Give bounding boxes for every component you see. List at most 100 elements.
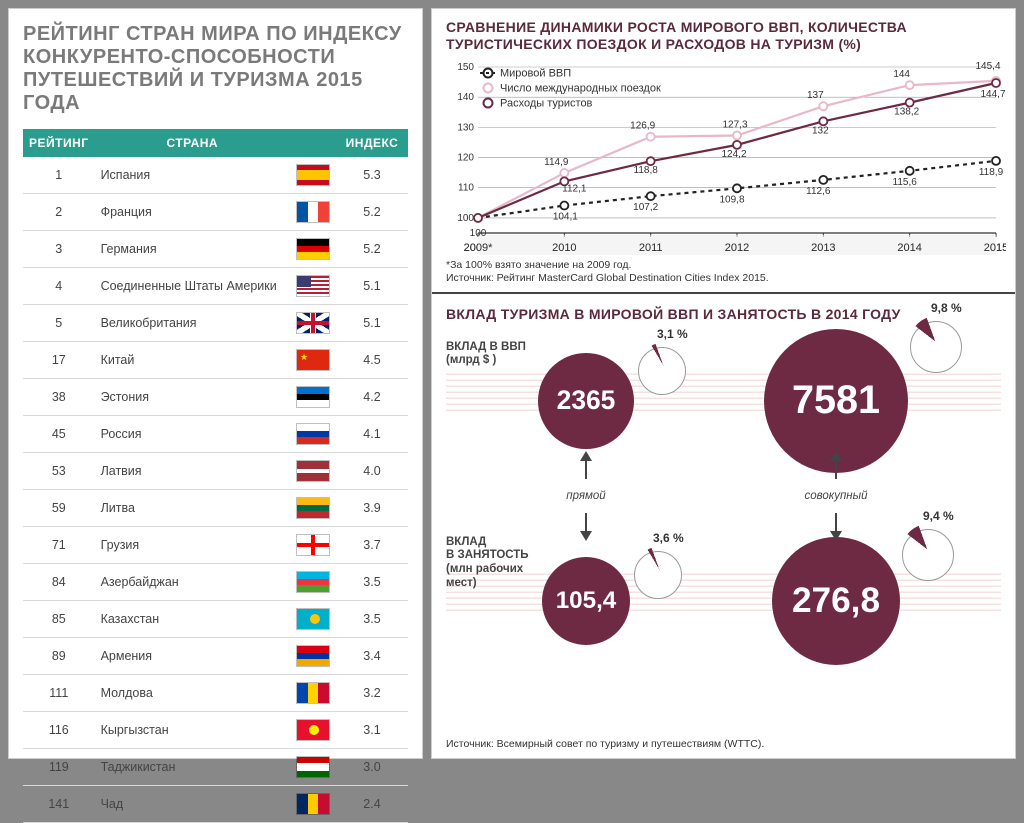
flag-icon [296, 571, 330, 593]
cell-country: Грузия [95, 527, 290, 564]
value-circle: 2365 [538, 353, 634, 449]
cell-country: Молдова [95, 675, 290, 712]
cell-flag [290, 268, 336, 305]
table-row: 116Кыргызстан3.1 [23, 712, 408, 749]
flag-icon [296, 793, 330, 815]
cell-flag: ★ [290, 342, 336, 379]
flag-icon: ★ [296, 349, 330, 371]
cell-rank: 3 [23, 231, 95, 268]
cell-rank: 111 [23, 675, 95, 712]
cell-index: 3.5 [336, 601, 408, 638]
svg-text:2011: 2011 [639, 242, 663, 254]
cell-rank: 45 [23, 416, 95, 453]
col-country: СТРАНА [95, 129, 290, 157]
table-header-row: РЕЙТИНГ СТРАНА ИНДЕКС [23, 129, 408, 157]
cell-country: Казахстан [95, 601, 290, 638]
cell-rank: 119 [23, 749, 95, 786]
cell-country: Великобритания [95, 305, 290, 342]
table-row: 3Германия5.2 [23, 231, 408, 268]
table-row: 119Таджикистан 3.0 [23, 749, 408, 786]
cell-country: Чад [95, 786, 290, 823]
table-row: 38Эстония4.2 [23, 379, 408, 416]
svg-text:112,6: 112,6 [806, 185, 831, 196]
cell-rank: 85 [23, 601, 95, 638]
chart-footnote-1: *За 100% взято значение на 2009 год. [446, 259, 1001, 273]
svg-text:Мировой ВВП: Мировой ВВП [500, 67, 571, 79]
svg-text:124,2: 124,2 [721, 148, 746, 159]
cell-rank: 38 [23, 379, 95, 416]
table-row: 84Азербайджан3.5 [23, 564, 408, 601]
flag-icon [296, 201, 330, 223]
chart-footnote-2: Источник: Рейтинг MasterCard Global Dest… [446, 272, 1001, 286]
table-row: 71Грузия 3.7 [23, 527, 408, 564]
cell-rank: 71 [23, 527, 95, 564]
svg-text:110: 110 [458, 182, 474, 193]
cell-rank: 84 [23, 564, 95, 601]
svg-text:Число международных поездок: Число международных поездок [500, 82, 661, 94]
svg-text:120: 120 [457, 152, 474, 163]
cell-index: 4.1 [336, 416, 408, 453]
cell-index: 3.1 [336, 712, 408, 749]
table-row: 2Франция5.2 [23, 194, 408, 231]
cell-country: Испания [95, 157, 290, 194]
svg-text:126,9: 126,9 [630, 120, 655, 131]
chart-title: СРАВНЕНИЕ ДИНАМИКИ РОСТА МИРОВОГО ВВП, К… [446, 19, 1001, 53]
svg-text:140: 140 [457, 92, 474, 103]
connector-label: совокупный [786, 489, 886, 504]
svg-text:2013: 2013 [811, 242, 835, 254]
cell-index: 3.7 [336, 527, 408, 564]
svg-text:2012: 2012 [725, 242, 749, 254]
cell-flag [290, 194, 336, 231]
table-row: 4Соединенные Штаты Америки5.1 [23, 268, 408, 305]
flag-icon [296, 608, 330, 630]
svg-text:100: 100 [457, 213, 474, 224]
table-row: 17Китай★4.5 [23, 342, 408, 379]
flag-icon [296, 386, 330, 408]
svg-text:118,8: 118,8 [634, 165, 659, 176]
left-title: РЕЙТИНГ СТРАН МИРА ПО ИНДЕКСУ КОНКУРЕНТО… [23, 23, 408, 115]
cell-index: 5.2 [336, 231, 408, 268]
cell-flag [290, 564, 336, 601]
svg-text:Расходы туристов: Расходы туристов [500, 97, 593, 109]
svg-text:118,9: 118,9 [979, 166, 1004, 177]
svg-text:144: 144 [893, 69, 910, 80]
cell-flag [290, 157, 336, 194]
right-panel: СРАВНЕНИЕ ДИНАМИКИ РОСТА МИРОВОГО ВВП, К… [431, 8, 1016, 759]
cell-index: 3.9 [336, 490, 408, 527]
rating-table: РЕЙТИНГ СТРАНА ИНДЕКС 1Испания5.32Франци… [23, 129, 408, 823]
svg-text:100: 100 [470, 228, 487, 239]
cell-index: 3.2 [336, 675, 408, 712]
cell-country: Китай [95, 342, 290, 379]
svg-text:144,7: 144,7 [980, 89, 1005, 100]
cell-index: 4.5 [336, 342, 408, 379]
cell-country: Россия [95, 416, 290, 453]
col-index: ИНДЕКС [336, 129, 408, 157]
svg-text:104,1: 104,1 [553, 211, 578, 222]
pct-label: 3,6 % [653, 531, 684, 545]
flag-icon [296, 164, 330, 186]
pct-label: 9,4 % [923, 509, 954, 523]
cell-country: Латвия [95, 453, 290, 490]
flag-icon [296, 460, 330, 482]
cell-index: 3.0 [336, 749, 408, 786]
contribution-block: ВКЛАД ТУРИЗМА В МИРОВОЙ ВВП И ЗАНЯТОСТЬ … [432, 294, 1015, 758]
table-row: 85Казахстан 3.5 [23, 601, 408, 638]
table-row: 111Молдова 3.2 [23, 675, 408, 712]
table-row: 59Литва3.9 [23, 490, 408, 527]
cell-country: Таджикистан [95, 749, 290, 786]
svg-text:132: 132 [812, 125, 829, 136]
svg-text:150: 150 [457, 62, 474, 73]
cell-country: Эстония [95, 379, 290, 416]
contrib-title: ВКЛАД ТУРИЗМА В МИРОВОЙ ВВП И ЗАНЯТОСТЬ … [446, 306, 1001, 323]
cell-flag [290, 305, 336, 342]
pct-label: 3,1 % [657, 327, 688, 341]
flag-icon [296, 719, 330, 741]
svg-text:130: 130 [457, 122, 474, 133]
svg-text:137: 137 [807, 90, 824, 101]
svg-text:114,9: 114,9 [544, 157, 569, 168]
cell-rank: 4 [23, 268, 95, 305]
flag-icon [296, 275, 330, 297]
cell-rank: 53 [23, 453, 95, 490]
table-row: 89Армения3.4 [23, 638, 408, 675]
contrib-source: Источник: Всемирный совет по туризму и п… [446, 738, 764, 752]
